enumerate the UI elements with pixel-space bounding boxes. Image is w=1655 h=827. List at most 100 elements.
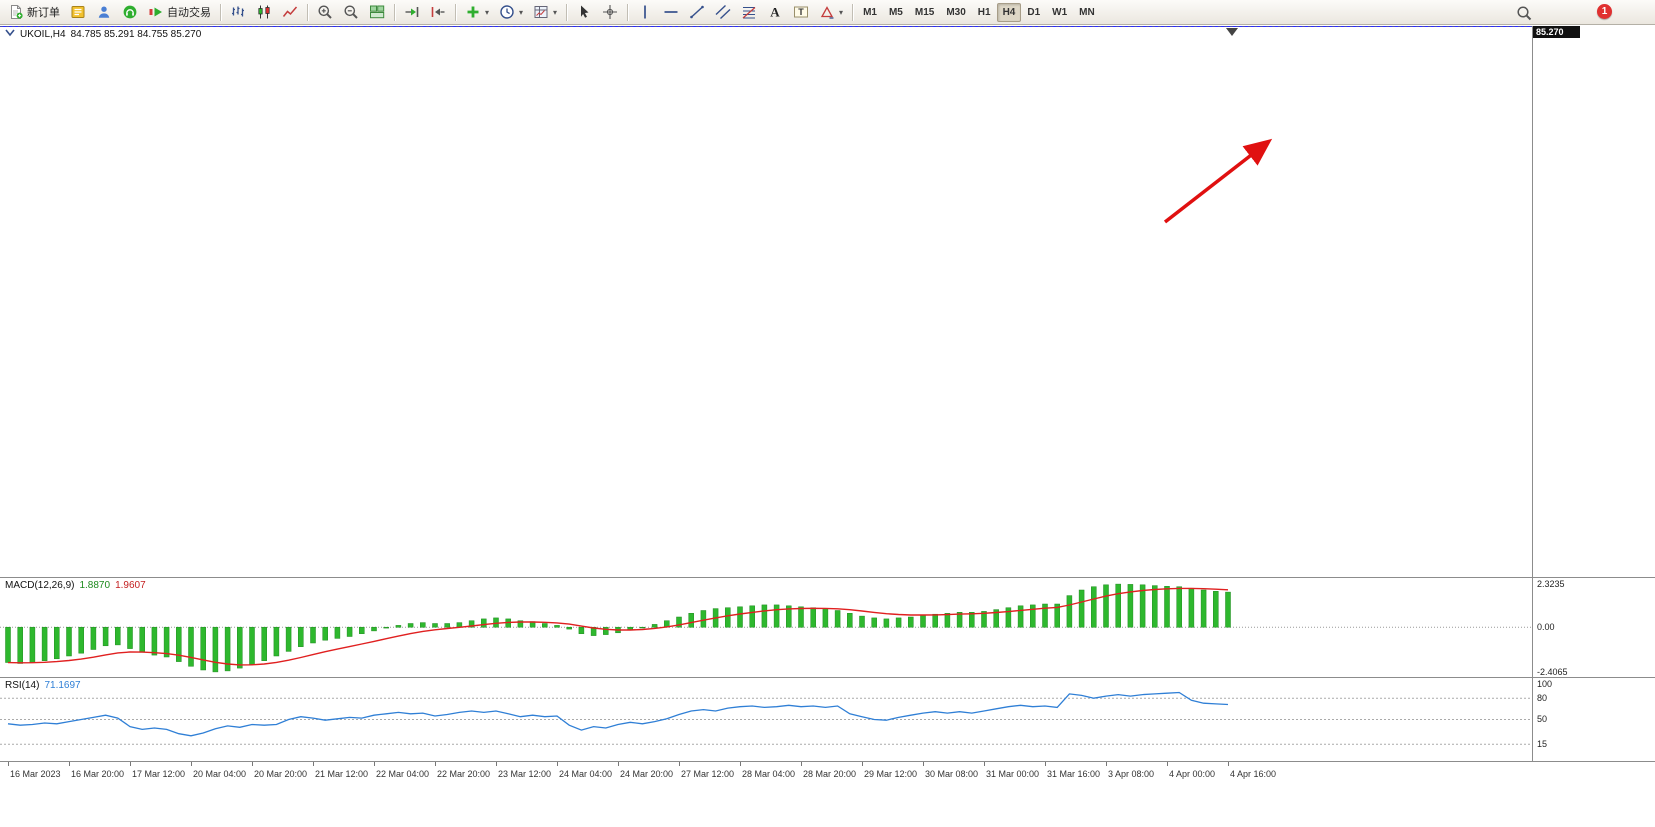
time-axis-tick (923, 762, 924, 766)
time-axis-label: 4 Apr 16:00 (1230, 769, 1277, 779)
chart-ohlc-values: 84.785 85.291 84.755 85.270 (70, 29, 202, 40)
tf-m1-button[interactable]: M1 (857, 3, 883, 22)
macd-svg (0, 583, 1532, 673)
macd-plot[interactable] (0, 578, 1532, 682)
macd-value-signal: 1.9607 (115, 580, 146, 591)
zoom-out-button[interactable] (338, 3, 364, 22)
support-button[interactable] (117, 3, 143, 22)
periods-button[interactable]: ▾ (494, 3, 528, 22)
bar-chart-button[interactable] (225, 3, 251, 22)
metaeditor-button[interactable] (65, 3, 91, 22)
time-axis-label: 16 Mar 2023 (10, 769, 61, 779)
cursor-group (571, 0, 623, 24)
indicators-button[interactable]: ▾ (460, 3, 494, 22)
rsi-label: RSI(14) 71.1697 (5, 680, 81, 691)
tf-m15-button[interactable]: M15 (909, 3, 940, 22)
trendline-icon (689, 4, 705, 20)
macd-window[interactable]: MACD(12,26,9) 1.8870 1.9607 (0, 577, 1532, 677)
time-axis-label: 20 Mar 20:00 (254, 769, 308, 779)
text-label-button[interactable]: T (788, 3, 814, 22)
time-axis-label: 17 Mar 12:00 (132, 769, 186, 779)
templates-button[interactable]: ▾ (528, 3, 562, 22)
tf-d1-button-label: D1 (1027, 6, 1041, 18)
new-order-icon (8, 4, 24, 20)
rsi-window[interactable]: RSI(14) 71.1697 (0, 677, 1532, 761)
time-axis-tick (313, 762, 314, 766)
time-axis-tick (740, 762, 741, 766)
fibonacci-button[interactable] (736, 3, 762, 22)
rsi-axis-label: 15 (1537, 738, 1548, 749)
time-axis-label: 16 Mar 20:00 (71, 769, 125, 779)
toolbar-separator (455, 3, 456, 21)
time-axis-tick (1228, 762, 1229, 766)
rsi-line (7, 691, 1229, 737)
zoom-in-button[interactable] (312, 3, 338, 22)
time-axis-tick (252, 762, 253, 766)
vertical-line-button[interactable] (632, 3, 658, 22)
time-axis-label: 22 Mar 04:00 (376, 769, 430, 779)
tf-h1-button[interactable]: H1 (972, 3, 997, 22)
tf-mn-button-label: MN (1079, 6, 1095, 18)
time-axis[interactable]: 16 Mar 2023 16 Mar 20:00 17 Mar 12:00 20 Ma… (0, 761, 1655, 786)
time-axis-label: 22 Mar 20:00 (437, 769, 491, 779)
crosshair-button[interactable] (597, 3, 623, 22)
chart-type-group (225, 0, 303, 24)
trade-group: 新订单 自动交易 (3, 0, 216, 24)
search-icon (1516, 5, 1532, 21)
tf-m30-button[interactable]: M30 (940, 3, 971, 22)
window-separator[interactable] (1533, 577, 1655, 578)
channel-icon (715, 4, 731, 20)
periods-icon (499, 4, 515, 20)
dropdown-arrow-icon[interactable]: ▾ (553, 7, 558, 17)
autotrading-button[interactable]: 自动交易 (143, 3, 216, 22)
time-axis-tick (557, 762, 558, 766)
time-axis-tick (1106, 762, 1107, 766)
tf-w1-button[interactable]: W1 (1046, 3, 1073, 22)
dropdown-arrow-icon[interactable]: ▾ (485, 7, 490, 17)
tf-d1-button[interactable]: D1 (1021, 3, 1046, 22)
shapes-button[interactable]: ▾ (814, 3, 848, 22)
time-axis-label: 28 Mar 04:00 (742, 769, 796, 779)
time-axis-label: 31 Mar 00:00 (986, 769, 1040, 779)
main-chart-window[interactable]: UKOIL,H4 84.785 85.291 84.755 85.270 (0, 25, 1532, 576)
dropdown-arrow-icon[interactable]: ▾ (839, 7, 844, 17)
line-chart-button[interactable] (277, 3, 303, 22)
window-separator[interactable] (1533, 677, 1655, 678)
rsi-axis-label: 80 (1537, 692, 1548, 703)
rsi-plot[interactable] (0, 678, 1532, 766)
toolbar-separator (566, 3, 568, 21)
notifications-badge[interactable]: 1 (1597, 4, 1612, 19)
toolbar-separator (220, 3, 221, 21)
time-axis-tick (862, 762, 863, 766)
autotrading-button-label: 自动交易 (167, 7, 211, 19)
horizontal-line-button[interactable] (658, 3, 684, 22)
community-button[interactable] (91, 3, 117, 22)
new-order-button[interactable]: 新订单 (3, 3, 65, 22)
time-axis-label: 30 Mar 08:00 (925, 769, 979, 779)
cursor-button[interactable] (571, 3, 597, 22)
new-order-button-label: 新订单 (27, 7, 60, 19)
time-axis-tick (618, 762, 619, 766)
channel-button[interactable] (710, 3, 736, 22)
time-axis-label: 28 Mar 20:00 (803, 769, 857, 779)
price-chart-plot[interactable] (0, 25, 1532, 581)
horizontal-line-icon (663, 4, 679, 20)
chart-shift-button[interactable] (425, 3, 451, 22)
current-price-box: 85.270 (1533, 26, 1580, 38)
tf-m5-button[interactable]: M5 (883, 3, 909, 22)
vertical-line-icon (637, 4, 653, 20)
tile-windows-button[interactable] (364, 3, 390, 22)
toolbar-separator (394, 3, 395, 21)
tf-mn-button[interactable]: MN (1073, 3, 1101, 22)
tf-m15-button-label: M15 (914, 6, 935, 18)
tf-h4-button[interactable]: H4 (996, 2, 1022, 22)
search-button[interactable] (1514, 3, 1534, 22)
candlestick-chart-button[interactable] (251, 3, 277, 22)
time-axis-label: 4 Apr 00:00 (1169, 769, 1216, 779)
price-axis[interactable]: 86.64085.62084.63083.61082.62081.63080.6… (1532, 26, 1655, 761)
auto-scroll-button[interactable] (399, 3, 425, 22)
text-button[interactable]: A (762, 3, 788, 22)
time-axis-label: 21 Mar 12:00 (315, 769, 369, 779)
trendline-button[interactable] (684, 3, 710, 22)
dropdown-arrow-icon[interactable]: ▾ (519, 7, 524, 17)
